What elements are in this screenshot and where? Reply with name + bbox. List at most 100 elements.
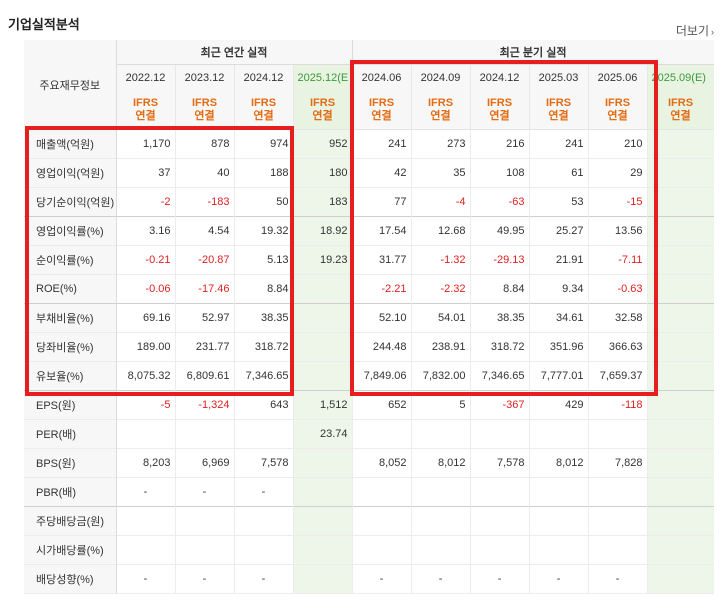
value-cell: 273 (411, 129, 471, 159)
value-cell (647, 129, 714, 159)
value-cell: 21.91 (529, 245, 589, 275)
value-cell: 69.16 (116, 303, 176, 333)
value-cell (411, 506, 471, 536)
ifrs-top: IFRS (250, 97, 277, 109)
value-cell: - (529, 564, 589, 594)
value-cell (234, 419, 294, 449)
value-cell: 34.61 (529, 303, 589, 333)
value-cell: -20.87 (175, 245, 235, 275)
value-cell (411, 535, 471, 565)
corner-header: 주요재무정보 (24, 40, 117, 130)
value-cell: 7,578 (234, 448, 294, 478)
value-cell (529, 535, 589, 565)
value-cell: 216 (470, 129, 530, 159)
value-cell (470, 477, 530, 507)
ifrs-label: IFRS 연결 (116, 91, 176, 130)
value-cell: 8.84 (234, 274, 294, 304)
value-cell (588, 506, 648, 536)
ifrs-top: IFRS (668, 97, 694, 109)
value-cell (647, 535, 714, 565)
ifrs-label: IFRS 연결 (411, 91, 471, 130)
value-cell (588, 477, 648, 507)
value-cell: 53 (529, 187, 589, 217)
value-cell (116, 419, 176, 449)
value-cell (529, 477, 589, 507)
value-cell: 32.58 (588, 303, 648, 333)
value-cell (116, 535, 176, 565)
value-cell: 13.56 (588, 216, 648, 246)
ifrs-top: IFRS (309, 97, 336, 109)
ifrs-bottom: 연결 (670, 110, 691, 122)
value-cell: 31.77 (352, 245, 412, 275)
value-cell (647, 274, 714, 304)
value-cell: 4.54 (175, 216, 235, 246)
table-row: 당좌비율(%) 189.00 231.77 318.72 244.48 238.91 318… (24, 332, 714, 362)
value-cell: 38.35 (234, 303, 294, 333)
value-cell: -367 (470, 390, 530, 420)
value-cell: 429 (529, 390, 589, 420)
ifrs-bottom: 연결 (253, 110, 274, 122)
value-cell: 238.91 (411, 332, 471, 362)
value-cell (293, 303, 353, 333)
table-row: 영업이익(억원) 37 40 188 180 42 35 108 61 29 (24, 158, 714, 188)
value-cell: 40 (175, 158, 235, 188)
value-cell: 77 (352, 187, 412, 217)
table-row: 순이익률(%) -0.21 -20.87 5.13 19.23 31.77 -1.32 -29… (24, 245, 714, 275)
value-cell: -4 (411, 187, 471, 217)
row-label: 주당배당금(원) (24, 506, 117, 536)
value-cell: 9.34 (529, 274, 589, 304)
value-cell (293, 274, 353, 304)
table-row: 유보율(%) 8,075.32 6,809.61 7,346.65 7,849.06 7,… (24, 361, 714, 391)
value-cell: 6,809.61 (175, 361, 235, 391)
value-cell: 7,659.37 (588, 361, 648, 391)
value-cell: 351.96 (529, 332, 589, 362)
value-cell (647, 390, 714, 420)
row-label: 당좌비율(%) (24, 332, 117, 362)
value-cell: 52.97 (175, 303, 235, 333)
ifrs-bottom: 연결 (194, 110, 215, 122)
ifrs-top: IFRS (132, 97, 159, 109)
financial-table-container: 주요재무정보 최근 연간 실적 최근 분기 실적 2022.12 2023.12 2… (24, 40, 714, 603)
quarter-group-header: 최근 분기 실적 (352, 40, 714, 65)
row-label: 배당성향(%) (24, 564, 117, 594)
row-label: PER(배) (24, 419, 117, 449)
value-cell: 37 (116, 158, 176, 188)
value-cell (293, 477, 353, 507)
row-label: 당기순이익(억원) (24, 187, 117, 217)
value-cell: 8,012 (529, 448, 589, 478)
value-cell: 188 (234, 158, 294, 188)
value-cell: -2.21 (352, 274, 412, 304)
ifrs-label: IFRS 연결 (529, 91, 589, 130)
period-header: 2024.06 (352, 64, 412, 91)
row-label: BPS(원) (24, 448, 117, 478)
table-row: 배당성향(%) - - - - - - - - (24, 564, 714, 594)
value-cell: -0.06 (116, 274, 176, 304)
value-cell (175, 419, 235, 449)
table-row: PER(배) 23.74 (24, 419, 714, 449)
ifrs-bottom: 연결 (135, 110, 156, 122)
period-header: 2025.03 (529, 64, 589, 91)
value-cell: - (116, 477, 176, 507)
value-cell: - (116, 564, 176, 594)
table-row: BPS(원) 8,203 6,969 7,578 8,052 8,012 7,578 8,01… (24, 448, 714, 478)
ifrs-bottom: 연결 (371, 110, 392, 122)
ifrs-top: IFRS (369, 97, 395, 109)
annual-group-header: 최근 연간 실적 (116, 40, 353, 65)
value-cell (470, 535, 530, 565)
value-cell: 952 (293, 129, 353, 159)
value-cell: 3.16 (116, 216, 176, 246)
value-cell: - (234, 564, 294, 594)
value-cell (352, 506, 412, 536)
ifrs-bottom: 연결 (548, 110, 569, 122)
value-cell: - (352, 564, 412, 594)
value-cell: 49.95 (470, 216, 530, 246)
ifrs-label: IFRS 연결 (293, 91, 353, 130)
more-link[interactable]: 더보기 › (676, 22, 714, 39)
ifrs-label: IFRS 연결 (234, 91, 294, 130)
value-cell (647, 477, 714, 507)
value-cell: 50 (234, 187, 294, 217)
value-cell: - (470, 564, 530, 594)
value-cell: 19.32 (234, 216, 294, 246)
value-cell (293, 506, 353, 536)
value-cell: -5 (116, 390, 176, 420)
